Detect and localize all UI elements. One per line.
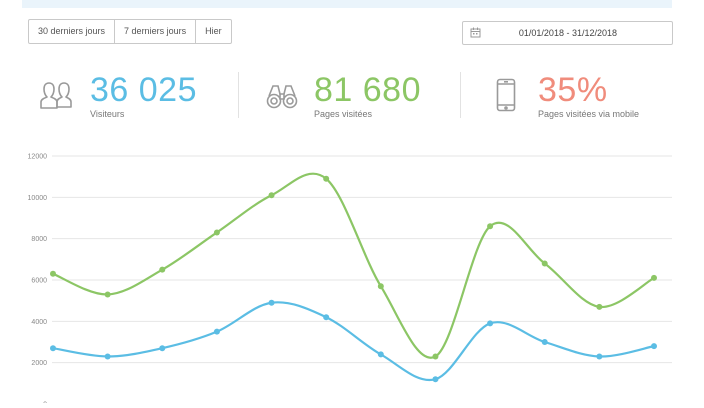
visitors-data-point: [213, 328, 220, 335]
visitors-data-point: [377, 351, 384, 358]
y-tick-label: 10000: [28, 195, 48, 202]
visitors-data-point: [323, 314, 330, 321]
pages-data-point: [104, 291, 111, 298]
visitors-data-point: [159, 345, 166, 352]
y-tick-label: 12000: [28, 154, 48, 161]
quick-range-group: 30 derniers jours 7 derniers jours Hier: [28, 19, 232, 44]
y-tick-label: 8000: [31, 236, 47, 243]
binoculars-icon: [266, 85, 298, 109]
date-range-picker[interactable]: 01/01/2018 - 31/12/2018: [462, 21, 673, 45]
pages-data-point: [159, 266, 166, 273]
pages-value: 81 680: [314, 71, 421, 109]
pages-data-point: [268, 192, 275, 199]
pages-data-point: [596, 303, 603, 310]
date-range-value: 01/01/2018 - 31/12/2018: [518, 28, 617, 38]
y-tick-label: 2000: [31, 360, 47, 367]
stat-divider: [460, 72, 461, 118]
visitors-label: Visiteurs: [90, 109, 125, 119]
calendar-icon: [470, 27, 481, 38]
mobile-value: 35%: [538, 71, 608, 109]
range-yesterday-button[interactable]: Hier: [205, 26, 222, 36]
line-chart: 020004000600080001000012000: [0, 140, 704, 408]
chart-svg: 020004000600080001000012000: [28, 154, 672, 408]
visitors-data-point: [596, 353, 603, 360]
visitors-data-point: [268, 299, 275, 306]
visitors-data-point: [541, 339, 548, 345]
y-tick-label: 4000: [31, 319, 47, 326]
pages-data-point: [487, 223, 494, 230]
pages-data-point: [213, 229, 220, 236]
users-icon: [40, 82, 72, 109]
y-tick-label: 6000: [31, 278, 47, 285]
visitors-value: 36 025: [90, 71, 197, 109]
top-banner: [22, 0, 672, 8]
visitors-data-point: [432, 376, 439, 383]
mobile-label: Pages visitées via mobile: [538, 109, 640, 119]
visitors-series-line: [52, 301, 655, 382]
visitors-data-point: [487, 320, 494, 327]
visitors-data-point: [50, 345, 56, 352]
pages-data-point: [323, 175, 330, 182]
pages-data-point: [541, 260, 548, 267]
pages-series-line: [52, 172, 655, 359]
range-30-days-button[interactable]: 30 derniers jours: [29, 20, 116, 43]
pages-data-point: [50, 270, 56, 277]
visitors-data-point: [651, 343, 657, 350]
pages-data-point: [377, 283, 384, 290]
pages-label: Pages visitées: [314, 109, 373, 119]
range-7-days-button[interactable]: 7 derniers jours: [115, 20, 197, 43]
stat-divider: [238, 72, 239, 118]
pages-data-point: [651, 274, 657, 281]
visitors-data-point: [104, 353, 111, 360]
pages-data-point: [432, 353, 439, 360]
mobile-phone-icon: [496, 78, 516, 112]
